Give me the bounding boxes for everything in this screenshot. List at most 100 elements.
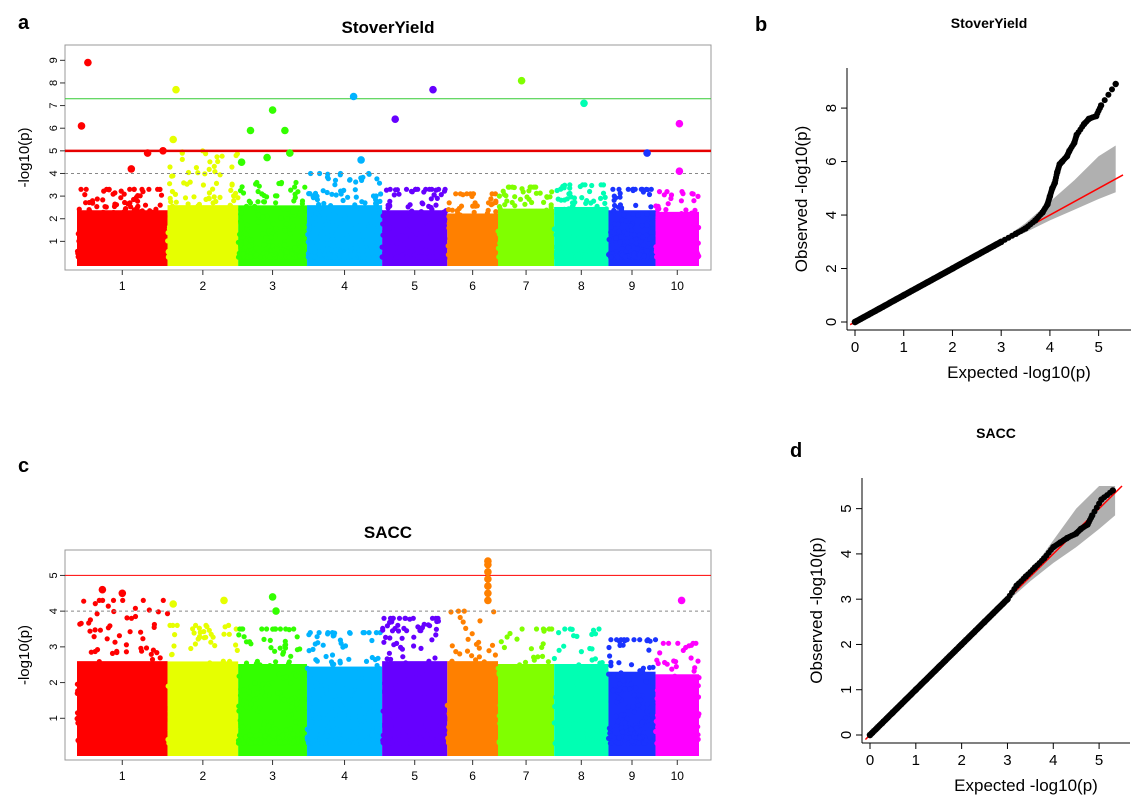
data-point: [165, 230, 171, 236]
data-point: [139, 243, 145, 249]
data-point: [261, 192, 267, 199]
data-point: [167, 622, 173, 629]
data-point: [403, 247, 409, 253]
data-point: [382, 722, 388, 728]
data-point: [359, 735, 365, 742]
data-point: [480, 740, 486, 746]
data-point: [667, 702, 673, 709]
data-point: [648, 229, 654, 235]
data-point: [644, 709, 650, 715]
data-point: [196, 625, 202, 631]
data-point: [309, 242, 315, 248]
data-point: [161, 729, 167, 735]
data-point: [380, 213, 386, 219]
data-point: [314, 634, 320, 640]
data-point: [520, 232, 526, 238]
data-point: [476, 654, 482, 660]
data-point: [388, 254, 394, 260]
data-point: [489, 642, 496, 648]
data-point: [140, 189, 146, 195]
data-point: [665, 686, 671, 692]
data-point: [383, 718, 389, 724]
data-point: [606, 725, 613, 731]
data-point: [346, 222, 352, 228]
data-point: [372, 227, 378, 234]
data-point: [673, 704, 679, 710]
data-point: [243, 660, 250, 666]
data-point: [114, 719, 120, 725]
data-point: [391, 642, 397, 648]
x-tick-label: 3: [1003, 752, 1011, 769]
data-point: [374, 725, 380, 731]
data-point: [282, 739, 288, 746]
data-point: [490, 722, 496, 728]
data-point: [132, 232, 138, 238]
data-point: [229, 675, 235, 681]
data-point: [419, 670, 425, 676]
data-point: [419, 221, 425, 227]
data-point: [116, 633, 122, 639]
data-point: [305, 239, 311, 245]
data-point: [179, 246, 185, 252]
data-point: [212, 169, 218, 175]
data-point: [378, 689, 384, 695]
data-point: [498, 679, 504, 685]
data-point: [579, 195, 585, 201]
data-point: [353, 222, 359, 228]
data-point: [640, 189, 647, 195]
data-point: [616, 186, 622, 192]
data-point: [423, 186, 429, 192]
data-point: [387, 733, 393, 739]
data-point: [473, 657, 479, 663]
data-point: [206, 166, 212, 172]
data-point: [672, 247, 678, 253]
data-point: [291, 626, 297, 632]
data-point: [584, 198, 590, 204]
data-point: [309, 712, 315, 718]
data-point: [646, 647, 652, 653]
data-point: [172, 724, 178, 730]
data-point: [267, 663, 273, 669]
data-point: [435, 254, 441, 260]
data-point: [578, 649, 585, 655]
data-point: [411, 711, 417, 717]
data-point: [409, 189, 415, 195]
data-point: [523, 740, 529, 746]
data-point: [571, 721, 577, 728]
data-point: [401, 704, 407, 710]
qq-points: [851, 80, 1119, 326]
data-point: [282, 645, 289, 651]
data-point: [254, 690, 261, 696]
data-point: [581, 234, 588, 240]
data-point: [325, 725, 331, 731]
data-point: [378, 191, 384, 197]
data-point: [622, 638, 628, 644]
data-point: [231, 715, 237, 721]
data-point: [442, 236, 448, 242]
data-point: [204, 228, 210, 234]
data-point: [515, 248, 521, 254]
data-point: [289, 696, 295, 703]
data-point: [354, 729, 360, 735]
qq-point: [924, 278, 932, 286]
data-point: [446, 711, 452, 717]
data-point: [389, 628, 396, 634]
data-point: [411, 699, 417, 705]
data-point: [630, 211, 636, 217]
data-point: [637, 637, 643, 643]
data-point: [672, 673, 678, 679]
x-tick-label: 2: [957, 752, 965, 769]
data-point: [353, 179, 359, 185]
data-point: [92, 627, 98, 633]
data-point: [427, 254, 433, 260]
data-point: [655, 216, 661, 223]
data-point: [647, 638, 653, 644]
data-point: [169, 652, 175, 658]
data-point: [614, 723, 620, 729]
data-point: [101, 712, 107, 718]
data-point: [525, 235, 531, 241]
data-point: [555, 726, 561, 732]
data-point: [371, 254, 377, 260]
data-point: [553, 694, 559, 700]
data-point: [87, 211, 93, 217]
